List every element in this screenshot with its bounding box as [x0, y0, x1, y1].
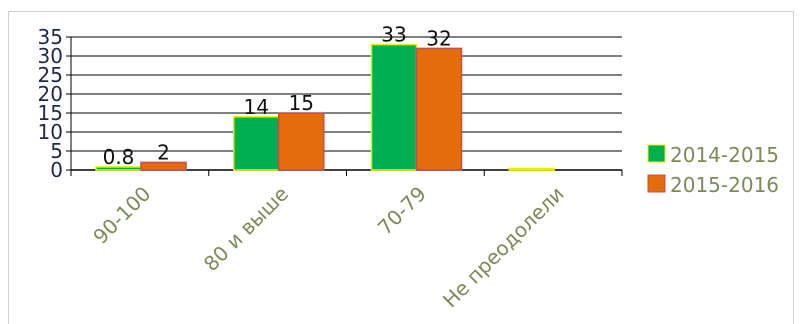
- category-label: 80 и выше: [199, 182, 293, 276]
- y-tick-label: 35: [38, 25, 63, 49]
- bar: [278, 112, 325, 171]
- legend-label: 2014-2015: [670, 143, 779, 167]
- bars: [95, 43, 555, 171]
- data-labels: 0.8 2 14 15 33 32: [103, 23, 452, 169]
- bar: [415, 47, 463, 171]
- category-label: Не преодолели: [438, 182, 569, 313]
- bar: [508, 167, 555, 171]
- y-tick-label: 10: [38, 120, 63, 144]
- y-tick-label: 0: [50, 158, 63, 182]
- legend-swatch: [647, 174, 666, 193]
- grid-lines: [66, 36, 622, 171]
- category-labels: 90-100 80 и выше 70-79 Не преодолели: [88, 182, 568, 313]
- category-label: 90-100: [88, 182, 155, 249]
- data-label: 33: [381, 23, 406, 47]
- y-tick-label: 20: [38, 82, 63, 106]
- bar: [140, 161, 187, 171]
- y-tick-label: 15: [38, 101, 63, 125]
- chart-frame: [8, 11, 794, 324]
- bar: [370, 43, 418, 171]
- data-label: 32: [426, 26, 451, 50]
- data-label: 2: [157, 140, 170, 164]
- y-tick-label: 25: [38, 63, 63, 87]
- data-label: 14: [244, 95, 269, 119]
- data-label: 0.8: [103, 145, 135, 169]
- category-label: 70-79: [373, 182, 431, 240]
- data-label: 15: [289, 91, 314, 115]
- y-tick-label: 30: [38, 44, 63, 68]
- legend-swatch: [647, 144, 666, 163]
- y-tick-label: 5: [50, 139, 63, 163]
- legend-label: 2015-2016: [670, 173, 779, 197]
- legend: 2014-2015 2015-2016: [647, 143, 779, 197]
- bar: [233, 116, 280, 171]
